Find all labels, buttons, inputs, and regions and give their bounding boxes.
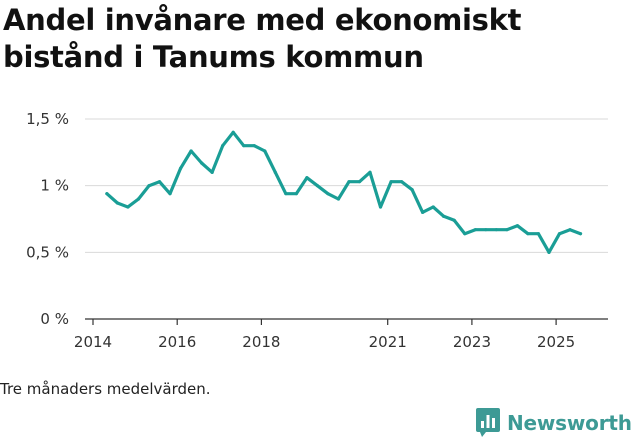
brand-name: Newsworthy xyxy=(507,410,631,435)
y-tick-label: 0 % xyxy=(40,310,69,328)
data-point xyxy=(336,197,341,201)
data-point xyxy=(189,149,193,153)
data-point xyxy=(568,228,572,232)
data-point xyxy=(557,232,562,236)
data-point xyxy=(147,184,151,188)
y-tick-label: 0,5 % xyxy=(26,243,69,261)
y-tick-label: 1 % xyxy=(40,177,69,195)
data-point xyxy=(505,228,509,232)
data-point xyxy=(452,218,456,222)
chart-title: Andel invånare med ekonomiskt bistånd i … xyxy=(3,3,522,74)
data-point xyxy=(473,228,477,232)
series-line xyxy=(105,130,583,254)
data-point xyxy=(315,184,319,188)
data-point xyxy=(494,228,498,232)
data-point xyxy=(294,192,298,196)
data-point xyxy=(126,205,130,209)
data-point xyxy=(168,192,172,196)
data-point xyxy=(378,205,383,209)
data-point xyxy=(221,144,225,148)
data-point xyxy=(200,161,204,165)
data-point xyxy=(357,180,362,184)
data-point xyxy=(442,214,446,218)
series-layer xyxy=(105,130,583,254)
axes: 0 % 0,5 % 1 % 1,5 % 2014 2016 2018 2021 2023 2025 xyxy=(26,110,608,351)
x-tick-label: 2016 xyxy=(158,333,196,351)
data-point xyxy=(578,232,583,236)
data-point xyxy=(273,170,277,174)
data-point xyxy=(231,130,235,134)
x-tick-label: 2023 xyxy=(453,333,491,351)
data-point xyxy=(115,201,120,205)
data-point xyxy=(547,250,551,254)
data-point xyxy=(484,228,488,232)
x-tick-label: 2018 xyxy=(242,333,280,351)
data-point xyxy=(105,192,109,196)
data-point xyxy=(347,180,351,184)
data-point xyxy=(368,170,372,174)
data-point xyxy=(389,180,393,184)
data-point xyxy=(252,144,256,148)
data-point xyxy=(178,166,183,170)
y-tick-label: 1,5 % xyxy=(26,110,69,128)
x-tick-label: 2025 xyxy=(537,333,575,351)
x-tick-label: 2014 xyxy=(74,333,112,351)
data-point xyxy=(242,144,246,148)
footnote: Tre månaders medelvärden. xyxy=(0,380,211,398)
data-point xyxy=(136,197,141,201)
data-point xyxy=(526,232,530,236)
data-point xyxy=(263,149,267,153)
data-point xyxy=(536,232,541,236)
data-point xyxy=(399,180,404,184)
data-point xyxy=(326,192,330,196)
x-tick-label: 2021 xyxy=(369,333,407,351)
data-point xyxy=(305,176,309,180)
data-point xyxy=(463,232,467,236)
data-point xyxy=(515,224,519,228)
data-point xyxy=(431,205,435,209)
bar-chart-logo-icon xyxy=(476,408,500,437)
data-point xyxy=(157,180,162,184)
data-point xyxy=(421,210,425,214)
data-point xyxy=(284,192,288,196)
newsworthy-logo[interactable]: Newsworthy xyxy=(476,408,631,437)
data-point xyxy=(410,188,414,192)
data-point xyxy=(210,170,214,174)
